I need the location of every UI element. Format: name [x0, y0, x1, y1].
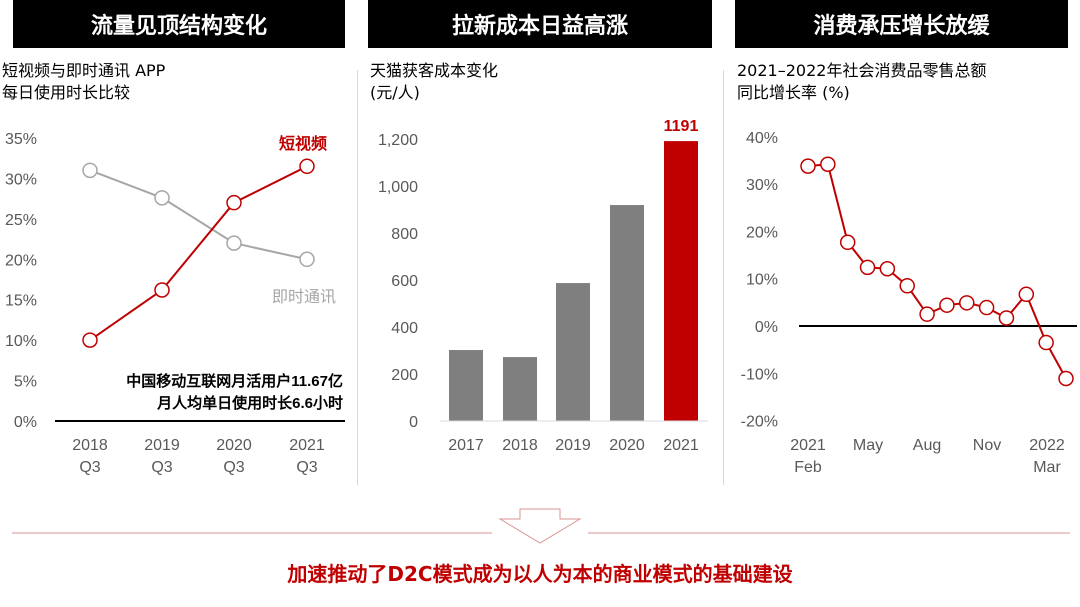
x-tick-label: Aug: [913, 437, 941, 454]
data-point: [82, 162, 98, 179]
subtitle-line: 短视频与即时通讯 APP: [2, 61, 166, 80]
x-tick-label: 2019: [144, 437, 180, 454]
bar-2017: [449, 350, 483, 421]
x-tick-label: 2021: [663, 437, 699, 454]
x-tick-label: Mar: [1033, 459, 1061, 476]
subtitle-line: 同比增长率 (%): [737, 83, 850, 102]
x-tick-label: Feb: [794, 459, 822, 476]
data-point: [978, 299, 995, 316]
y-tick-label: 30%: [746, 177, 778, 194]
data-point: [226, 194, 242, 211]
y-tick-label: 30%: [5, 171, 37, 188]
x-tick-label: 2020: [216, 437, 252, 454]
data-point: [899, 278, 915, 294]
y-tick-label: 15%: [5, 293, 37, 310]
conclusion-text: 加速推动了D2C模式成为以人为本的商业模式的基础建设: [287, 562, 793, 586]
x-tick-label: 2020: [609, 437, 645, 454]
down-arrow-icon: [498, 508, 582, 544]
divider: [357, 70, 358, 485]
series-line: [807, 163, 1067, 379]
bar-2018: [503, 357, 537, 421]
data-point: [800, 158, 816, 174]
y-tick-label: 800: [391, 226, 418, 243]
data-point: [1038, 334, 1054, 351]
x-tick-label: 2018: [72, 437, 108, 454]
y-tick-label: 5%: [14, 374, 37, 391]
x-tick-label: 2021: [289, 437, 325, 454]
y-tick-label: 20%: [5, 252, 37, 269]
subtitle-line: 天猫获客成本变化: [370, 61, 499, 80]
data-label: 1191: [664, 118, 699, 135]
panel1-subtitle: 短视频与即时通讯 APP 每日使用时长比较: [2, 60, 165, 104]
x-tick-label: Q3: [151, 459, 172, 476]
panel2-subtitle: 天猫获客成本变化 (元/人): [370, 60, 498, 104]
bar-2021: [664, 141, 698, 422]
y-tick-label: 200: [391, 367, 418, 384]
y-tick-label: 20%: [746, 224, 778, 241]
y-tick-label: 35%: [5, 131, 37, 148]
y-tick-label: 0: [409, 414, 418, 431]
data-point: [226, 235, 242, 251]
x-tick-label: 2017: [448, 437, 484, 454]
y-tick-label: 0%: [14, 414, 37, 431]
x-tick-label: Q3: [79, 459, 100, 476]
data-point: [859, 259, 876, 276]
panel3-subtitle: 2021–2022年社会消费品零售总额 同比增长率 (%): [737, 60, 986, 104]
panel1-header: 流量见顶结构变化: [13, 0, 345, 48]
legend-im: 即时通讯: [272, 288, 336, 306]
y-tick-label: 0%: [755, 319, 778, 336]
x-tick-label: May: [853, 437, 883, 454]
y-tick-label: 25%: [5, 212, 37, 229]
bar-2019: [556, 283, 590, 421]
y-tick-label: -20%: [741, 414, 778, 431]
x-tick-label: 2021: [790, 437, 826, 454]
data-point: [299, 251, 315, 268]
y-tick-label: 1,000: [378, 179, 418, 196]
panel2-header: 拉新成本日益高涨: [368, 0, 712, 48]
data-point: [82, 332, 98, 348]
data-point: [839, 234, 856, 251]
data-point: [998, 310, 1015, 326]
legend-short-video: 短视频: [279, 134, 327, 153]
y-tick-label: 1,200: [378, 132, 418, 149]
data-point: [959, 295, 975, 311]
subtitle-line: (元/人): [370, 83, 420, 102]
y-tick-label: 10%: [746, 272, 778, 289]
annotation-line: 月人均单日使用时长6.6小时: [156, 394, 343, 412]
x-tick-label: 2022: [1029, 437, 1065, 454]
subtitle-line: 2021–2022年社会消费品零售总额: [737, 61, 987, 80]
x-tick-label: Nov: [973, 437, 1001, 454]
data-point: [1058, 370, 1074, 387]
panel3-header: 消费承压增长放缓: [735, 0, 1068, 48]
x-tick-label: 2019: [555, 437, 591, 454]
x-tick-label: Q3: [223, 459, 244, 476]
x-tick-label: 2018: [502, 437, 538, 454]
subtitle-line: 每日使用时长比较: [2, 83, 131, 102]
bar-2020: [610, 205, 644, 421]
y-tick-label: 400: [391, 320, 418, 337]
series-line-im: [89, 169, 308, 261]
y-tick-label: 600: [391, 273, 418, 290]
data-point: [154, 190, 170, 206]
series-line-short-video: [89, 165, 308, 341]
data-point: [820, 156, 836, 172]
data-point: [939, 297, 955, 313]
y-tick-label: 10%: [5, 333, 37, 350]
y-tick-label: 40%: [746, 130, 778, 147]
y-tick-label: -10%: [741, 366, 778, 383]
x-tick-label: Q3: [296, 459, 317, 476]
data-point: [1018, 286, 1035, 303]
data-point: [879, 261, 896, 277]
data-point: [154, 282, 170, 298]
data-point: [919, 306, 935, 322]
annotation-line: 中国移动互联网月活用户11.67亿: [126, 372, 343, 390]
data-point: [299, 158, 315, 175]
divider: [723, 70, 724, 485]
